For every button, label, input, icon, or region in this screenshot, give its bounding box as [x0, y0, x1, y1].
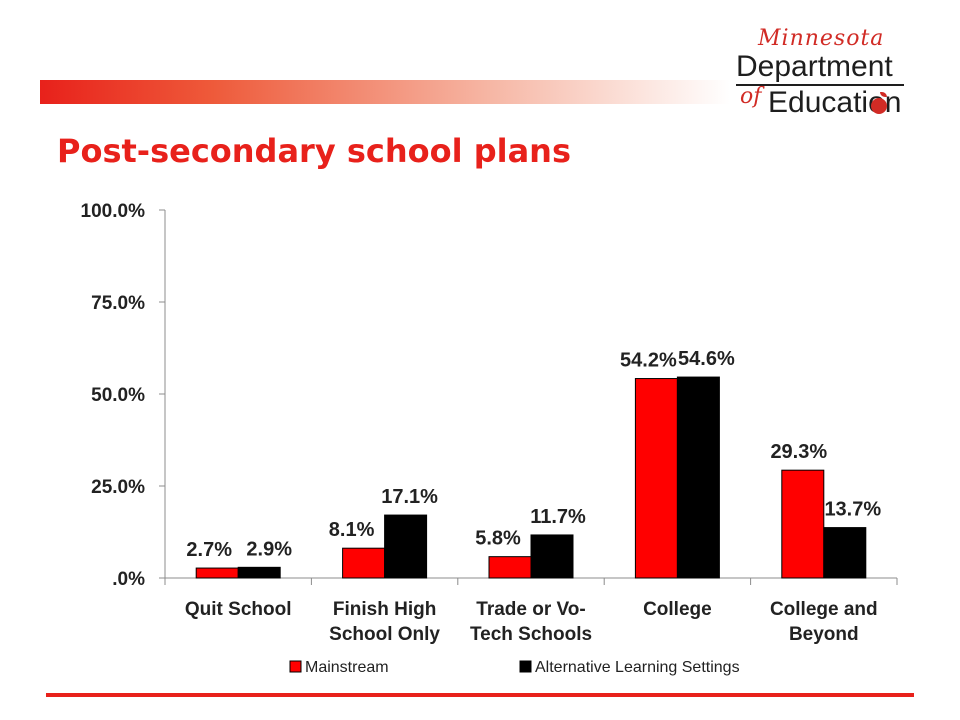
- footer-rule: [46, 693, 914, 697]
- bar-alternative: [237, 566, 281, 579]
- apple-icon: [871, 98, 887, 114]
- logo-state-script: Minnesota: [758, 26, 885, 51]
- category-label: Tech Schools: [470, 624, 592, 645]
- category-label: Quit School: [185, 599, 292, 620]
- bar-mainstream: [342, 547, 386, 579]
- bar-mainstream: [488, 556, 532, 579]
- category-label: College and: [770, 599, 878, 620]
- bar-alternative: [823, 527, 867, 579]
- category-label: Trade or Vo-: [476, 599, 585, 620]
- bar-mainstream: [781, 469, 825, 579]
- category-label: College: [643, 599, 712, 620]
- data-label: 5.8%: [475, 528, 521, 550]
- logo-department: Department: [736, 50, 893, 83]
- y-tick-label: 75.0%: [91, 293, 145, 314]
- data-label: 2.9%: [246, 538, 292, 560]
- bar-alternative: [384, 514, 428, 579]
- legend: Mainstream Alternative Learning Settings: [289, 659, 740, 676]
- y-tick-label: 25.0%: [91, 477, 145, 498]
- legend-swatch: [289, 660, 302, 673]
- data-label: 13.7%: [824, 499, 881, 521]
- y-tick-label: 100.0%: [81, 201, 146, 222]
- legend-label: Mainstream: [305, 659, 389, 676]
- y-axis: .0% 25.0% 50.0% 75.0% 100.0%: [81, 201, 166, 590]
- data-label: 11.7%: [530, 506, 586, 528]
- y-tick-label: 50.0%: [91, 385, 145, 406]
- data-label: 8.1%: [329, 519, 375, 541]
- logo-rule: [736, 84, 904, 86]
- category-label: Beyond: [789, 624, 859, 645]
- data-label: 29.3%: [770, 441, 827, 463]
- x-axis: Quit School Finish High School Only Trade o…: [164, 577, 898, 645]
- logo-of-script: of: [740, 84, 762, 109]
- bars: [195, 376, 867, 579]
- data-label: 2.7%: [186, 539, 232, 561]
- legend-label: Alternative Learning Settings: [535, 659, 740, 676]
- page-title: Post-secondary school plans: [57, 132, 571, 170]
- bar-alternative: [530, 534, 574, 579]
- category-label: School Only: [329, 624, 440, 645]
- y-tick-label: .0%: [112, 569, 145, 590]
- bar-alternative: [676, 376, 720, 579]
- header-gradient-band: [40, 80, 730, 104]
- data-label: 17.1%: [381, 486, 438, 508]
- bar-mainstream: [634, 378, 678, 579]
- data-label: 54.2%: [620, 350, 677, 372]
- legend-swatch: [519, 660, 532, 673]
- mde-logo: Minnesota Department of Education: [728, 26, 918, 126]
- bar-mainstream: [195, 567, 239, 579]
- apple-leaf-icon: [880, 92, 887, 97]
- category-label: Finish High: [333, 599, 436, 620]
- data-label: 54.6%: [678, 348, 735, 370]
- data-labels: 2.7% 8.1% 5.8% 54.2% 29.3% 2.9% 17.1% 11.7% 54.6…: [186, 348, 881, 561]
